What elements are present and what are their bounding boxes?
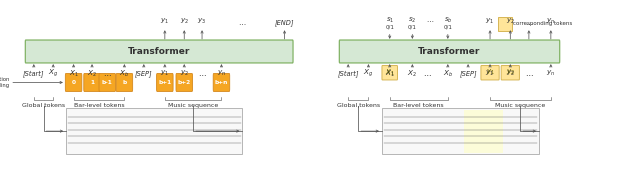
Text: Global tokens: Global tokens bbox=[22, 103, 65, 108]
Text: Bar-level tokens: Bar-level tokens bbox=[394, 103, 444, 108]
Text: $s_2$: $s_2$ bbox=[408, 16, 417, 25]
Text: $y_3$: $y_3$ bbox=[198, 17, 207, 26]
Text: [Start]: [Start] bbox=[23, 70, 45, 77]
Text: $y_1$: $y_1$ bbox=[486, 17, 495, 26]
Text: b+2: b+2 bbox=[178, 80, 191, 85]
FancyBboxPatch shape bbox=[65, 73, 82, 92]
FancyBboxPatch shape bbox=[66, 108, 243, 154]
Text: [SEP]: [SEP] bbox=[460, 70, 477, 77]
Text: $y_n$: $y_n$ bbox=[217, 69, 226, 78]
FancyBboxPatch shape bbox=[339, 40, 560, 63]
Text: $y_n$: $y_n$ bbox=[546, 17, 556, 26]
FancyBboxPatch shape bbox=[176, 73, 193, 92]
Text: [END]: [END] bbox=[275, 19, 294, 26]
Text: $y_2$: $y_2$ bbox=[506, 17, 515, 26]
FancyBboxPatch shape bbox=[481, 66, 499, 80]
Text: 0/1: 0/1 bbox=[385, 24, 394, 29]
FancyBboxPatch shape bbox=[116, 73, 132, 92]
Text: b+n: b+n bbox=[215, 80, 228, 85]
Text: 0/1: 0/1 bbox=[408, 24, 417, 29]
Text: Bar-level tokens: Bar-level tokens bbox=[74, 103, 124, 108]
Text: $X_b$: $X_b$ bbox=[119, 68, 129, 79]
Text: $\cdots$: $\cdots$ bbox=[198, 69, 206, 78]
Text: $\cdots$: $\cdots$ bbox=[238, 20, 246, 26]
Text: $s_b$: $s_b$ bbox=[444, 16, 452, 25]
Text: $X_2$: $X_2$ bbox=[87, 68, 97, 79]
Text: Global tokens: Global tokens bbox=[337, 103, 380, 108]
Text: 0: 0 bbox=[72, 80, 76, 85]
Text: $X_1$: $X_1$ bbox=[385, 68, 395, 78]
FancyBboxPatch shape bbox=[501, 66, 520, 80]
Text: $X_g$: $X_g$ bbox=[364, 68, 374, 79]
Text: Music sequence: Music sequence bbox=[168, 103, 218, 108]
FancyBboxPatch shape bbox=[213, 73, 230, 92]
FancyBboxPatch shape bbox=[463, 110, 503, 153]
Text: 0/1: 0/1 bbox=[444, 24, 452, 29]
Text: $y_2$: $y_2$ bbox=[506, 68, 515, 77]
Text: $X_2$: $X_2$ bbox=[408, 68, 417, 79]
Text: $y_1$: $y_1$ bbox=[160, 17, 170, 26]
Text: $y_2$: $y_2$ bbox=[506, 69, 515, 78]
Text: Transformer: Transformer bbox=[419, 47, 481, 56]
Text: 1: 1 bbox=[90, 80, 94, 85]
Text: $y_n$: $y_n$ bbox=[546, 69, 556, 78]
Text: $\cdots$: $\cdots$ bbox=[103, 69, 111, 78]
Text: $\cdots$: $\cdots$ bbox=[525, 69, 533, 78]
FancyBboxPatch shape bbox=[157, 73, 173, 92]
FancyBboxPatch shape bbox=[26, 40, 293, 63]
Text: corresponding tokens: corresponding tokens bbox=[513, 21, 572, 26]
Text: b-1: b-1 bbox=[102, 80, 113, 85]
Text: Token + Position
Embedding: Token + Position Embedding bbox=[0, 77, 10, 88]
Text: [SEP]: [SEP] bbox=[135, 70, 152, 77]
Text: $y_2$: $y_2$ bbox=[180, 69, 189, 78]
Text: [Start]: [Start] bbox=[337, 70, 359, 77]
Text: $\cdots$: $\cdots$ bbox=[426, 17, 434, 23]
FancyBboxPatch shape bbox=[382, 108, 539, 154]
Text: $\cdots$: $\cdots$ bbox=[423, 69, 432, 78]
Text: $s_1$: $s_1$ bbox=[385, 16, 394, 25]
Text: b+1: b+1 bbox=[158, 80, 172, 85]
Text: $y_1$: $y_1$ bbox=[486, 68, 495, 77]
Text: Music sequence: Music sequence bbox=[495, 103, 545, 108]
Text: $X_b$: $X_b$ bbox=[443, 68, 453, 79]
Text: $X_g$: $X_g$ bbox=[48, 68, 58, 79]
Text: $\cdots$: $\cdots$ bbox=[525, 20, 533, 26]
FancyBboxPatch shape bbox=[84, 73, 100, 92]
Text: Transformer: Transformer bbox=[128, 47, 190, 56]
Text: $y_2$: $y_2$ bbox=[180, 17, 189, 26]
FancyBboxPatch shape bbox=[382, 66, 397, 80]
FancyBboxPatch shape bbox=[99, 73, 115, 92]
Text: b: b bbox=[122, 80, 127, 85]
Text: $X_1$: $X_1$ bbox=[68, 68, 79, 79]
Text: $X_1$: $X_1$ bbox=[385, 68, 395, 79]
Text: $y_1$: $y_1$ bbox=[160, 69, 170, 78]
FancyBboxPatch shape bbox=[498, 17, 511, 31]
Text: $y_1$: $y_1$ bbox=[486, 69, 495, 78]
